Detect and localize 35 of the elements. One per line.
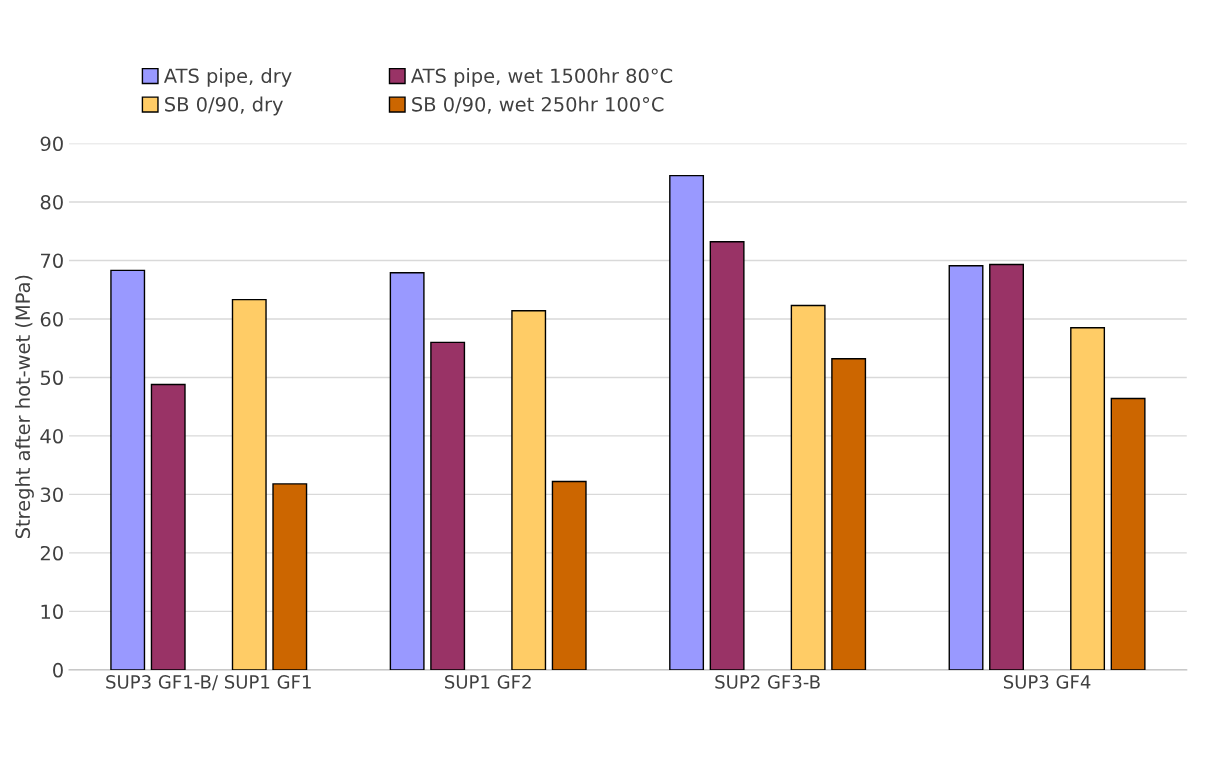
y-tick-label: 40 [40,428,63,444]
y-tick-label: 90 [40,136,63,152]
bar [511,310,547,670]
bar [150,383,186,670]
bar [272,483,308,670]
legend-label: SB 0/90, wet 250hr 100°C [412,96,664,114]
bar [110,269,146,670]
x-tick-label: SUP2 GF3-B [715,675,820,689]
x-tick-label: SUP3 GF4 [1003,675,1091,689]
y-tick-label: 80 [40,194,63,210]
y-tick-label: 10 [41,604,63,620]
x-tick-label: SUP3 GF1-B/ SUP1 GF1 [106,675,311,691]
y-axis-title: Streght after hot-wet (MPa) [15,275,34,539]
bar [709,241,745,670]
bar [389,272,425,670]
y-tick-label: 70 [41,253,63,269]
y-tick-label: 20 [40,545,63,561]
x-tick-label: SUP1 GF2 [445,675,531,689]
bar [231,298,267,670]
y-tick-label: 0 [53,662,63,678]
legend-label: ATS pipe, wet 1500hr 80°C [411,68,673,87]
bar [551,480,587,670]
bar [989,263,1025,670]
legend-label: SB 0/90, dry [165,96,283,116]
bar [1110,397,1146,670]
y-tick-label: 30 [40,487,63,503]
bar [831,358,867,670]
bar [430,341,466,670]
legend-label: ATS pipe, dry [163,68,292,87]
y-tick-label: 60 [40,311,63,327]
bar [1070,327,1106,670]
bar [948,265,984,670]
bar [669,174,705,670]
y-tick-label: 50 [40,370,63,386]
bar [790,304,826,670]
